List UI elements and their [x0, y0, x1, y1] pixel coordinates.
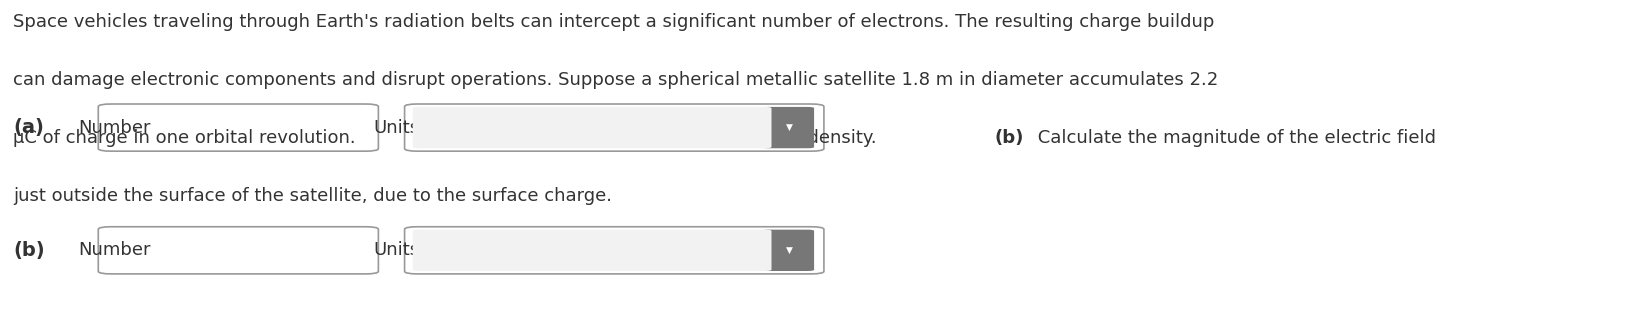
Text: just outside the surface of the satellite, due to the surface charge.: just outside the surface of the satellit…	[13, 187, 613, 205]
Text: (b): (b)	[994, 129, 1024, 147]
Text: (b): (b)	[13, 241, 44, 260]
Text: μC of charge in one orbital revolution.: μC of charge in one orbital revolution.	[13, 129, 362, 147]
Text: ▼: ▼	[786, 123, 793, 132]
Text: (a): (a)	[13, 118, 44, 137]
FancyBboxPatch shape	[413, 230, 771, 271]
Text: Space vehicles traveling through Earth's radiation belts can intercept a signifi: Space vehicles traveling through Earth's…	[13, 13, 1214, 31]
Text: Number: Number	[79, 119, 151, 137]
Text: Number: Number	[79, 241, 151, 259]
Text: can damage electronic components and disrupt operations. Suppose a spherical met: can damage electronic components and dis…	[13, 71, 1219, 89]
FancyBboxPatch shape	[405, 104, 824, 151]
FancyBboxPatch shape	[98, 104, 378, 151]
Text: Units: Units	[373, 119, 419, 137]
FancyBboxPatch shape	[98, 227, 378, 274]
FancyBboxPatch shape	[413, 107, 771, 148]
FancyBboxPatch shape	[762, 230, 814, 271]
Text: Calculate the magnitude of the electric field: Calculate the magnitude of the electric …	[1032, 129, 1437, 147]
FancyBboxPatch shape	[762, 107, 814, 148]
Text: Find the resulting surface charge density.: Find the resulting surface charge densit…	[500, 129, 883, 147]
FancyBboxPatch shape	[405, 227, 824, 274]
Text: ▼: ▼	[786, 246, 793, 255]
Text: Units: Units	[373, 241, 419, 259]
Text: (a): (a)	[462, 129, 491, 147]
